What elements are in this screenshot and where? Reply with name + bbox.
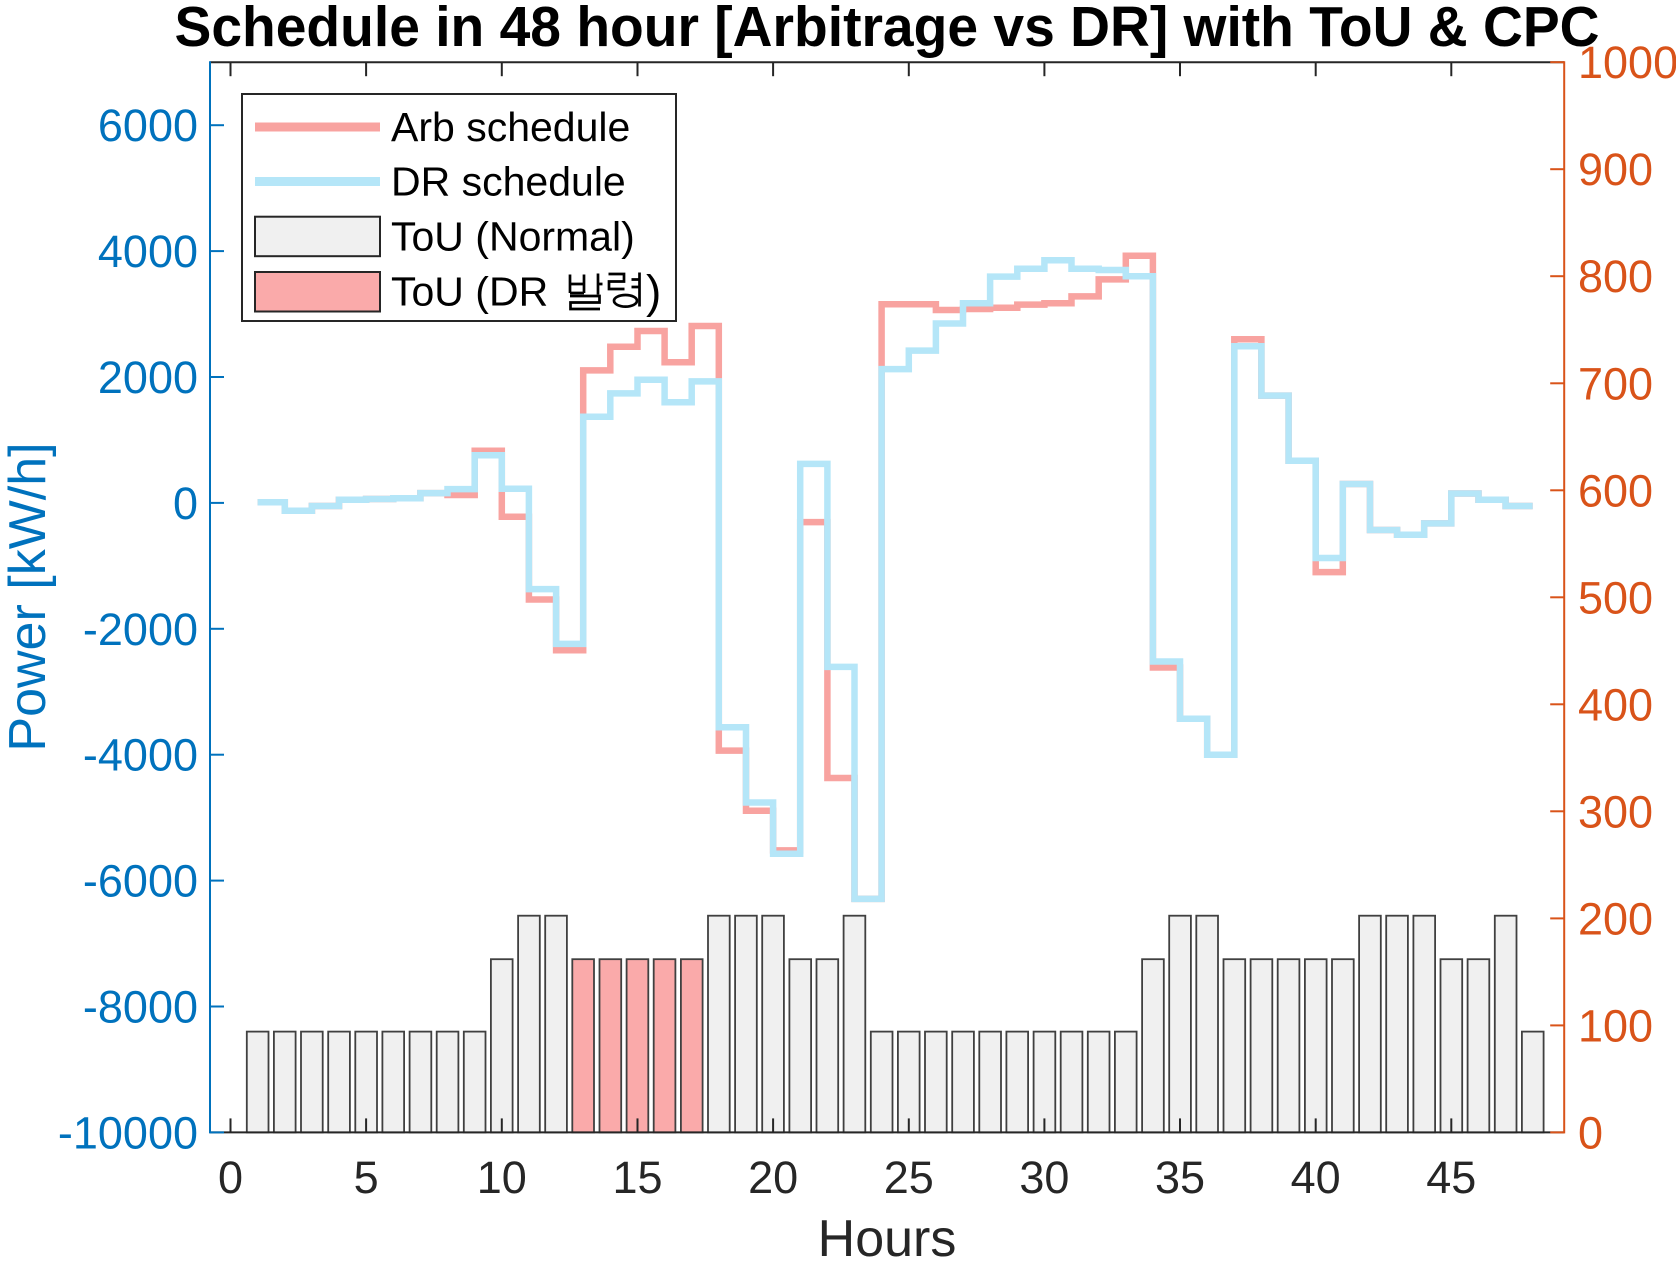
- svg-text:0: 0: [173, 478, 198, 529]
- svg-text:-8000: -8000: [83, 982, 198, 1033]
- svg-text:100: 100: [1578, 1000, 1653, 1051]
- svg-text:20: 20: [748, 1152, 798, 1203]
- svg-text:1000: 1000: [1578, 37, 1676, 88]
- svg-text:900: 900: [1578, 144, 1653, 195]
- svg-text:-4000: -4000: [83, 730, 198, 781]
- svg-text:0: 0: [1578, 1107, 1603, 1158]
- svg-text:30: 30: [1019, 1152, 1069, 1203]
- svg-text:15: 15: [612, 1152, 662, 1203]
- svg-text:ToU (DR: ToU (DR: [391, 269, 548, 315]
- svg-text:DR schedule: DR schedule: [391, 159, 626, 205]
- svg-text:5: 5: [354, 1152, 379, 1203]
- svg-text:35: 35: [1155, 1152, 1205, 1203]
- svg-text:Power [kW/h]: Power [kW/h]: [0, 442, 57, 751]
- svg-text:Schedule in 48 hour [Arbitrage: Schedule in 48 hour [Arbitrage vs DR] wi…: [175, 0, 1600, 59]
- svg-text:25: 25: [884, 1152, 934, 1203]
- svg-text:600: 600: [1578, 465, 1653, 516]
- svg-text:300: 300: [1578, 786, 1653, 837]
- svg-text:2000: 2000: [98, 352, 198, 403]
- svg-text:10: 10: [477, 1152, 527, 1203]
- svg-text:45: 45: [1426, 1152, 1476, 1203]
- svg-text:6000: 6000: [98, 100, 198, 151]
- svg-text:Hours: Hours: [818, 1210, 957, 1260]
- svg-text:4000: 4000: [98, 226, 198, 277]
- svg-text:500: 500: [1578, 572, 1653, 623]
- svg-text:400: 400: [1578, 679, 1653, 730]
- svg-text:40: 40: [1291, 1152, 1341, 1203]
- svg-text:-6000: -6000: [83, 856, 198, 907]
- svg-text:ToU (Normal): ToU (Normal): [391, 213, 635, 259]
- svg-text:700: 700: [1578, 358, 1653, 409]
- svg-text:800: 800: [1578, 251, 1653, 302]
- svg-text:0: 0: [218, 1152, 243, 1203]
- svg-text:-2000: -2000: [83, 604, 198, 655]
- svg-text:Arb schedule: Arb schedule: [391, 104, 630, 150]
- svg-text:200: 200: [1578, 893, 1653, 944]
- svg-text:-10000: -10000: [58, 1107, 198, 1158]
- svg-text:): ): [646, 266, 661, 318]
